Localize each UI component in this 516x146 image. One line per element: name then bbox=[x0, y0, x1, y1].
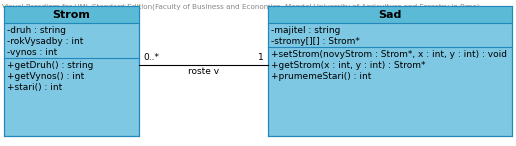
Text: +getDruh() : string: +getDruh() : string bbox=[7, 61, 93, 70]
Text: Strom: Strom bbox=[53, 9, 90, 20]
Text: -rokVysadby : int: -rokVysadby : int bbox=[7, 37, 84, 46]
Text: -druh : string: -druh : string bbox=[7, 26, 66, 35]
Text: +getVynos() : int: +getVynos() : int bbox=[7, 72, 84, 81]
FancyBboxPatch shape bbox=[4, 6, 139, 136]
FancyBboxPatch shape bbox=[268, 6, 512, 23]
Text: -vynos : int: -vynos : int bbox=[7, 48, 57, 57]
Text: +getStrom(x : int, y : int) : Strom*: +getStrom(x : int, y : int) : Strom* bbox=[271, 61, 426, 70]
Text: Visual Paradigm for UML Standard Edition(Faculty of Business and Economics, Mend: Visual Paradigm for UML Standard Edition… bbox=[2, 3, 479, 9]
Text: 1: 1 bbox=[258, 53, 264, 62]
Text: +setStrom(novyStrom : Strom*, x : int, y : int) : void: +setStrom(novyStrom : Strom*, x : int, y… bbox=[271, 50, 507, 59]
Text: -majitel : string: -majitel : string bbox=[271, 26, 341, 35]
Text: roste v: roste v bbox=[188, 67, 219, 77]
Text: +prumemeStari() : int: +prumemeStari() : int bbox=[271, 72, 372, 81]
FancyBboxPatch shape bbox=[4, 6, 139, 23]
FancyBboxPatch shape bbox=[268, 6, 512, 136]
Text: Sad: Sad bbox=[378, 9, 401, 20]
Text: -stromy[][] : Strom*: -stromy[][] : Strom* bbox=[271, 37, 360, 46]
Text: +stari() : int: +stari() : int bbox=[7, 83, 62, 92]
Text: 0..*: 0..* bbox=[143, 53, 159, 62]
